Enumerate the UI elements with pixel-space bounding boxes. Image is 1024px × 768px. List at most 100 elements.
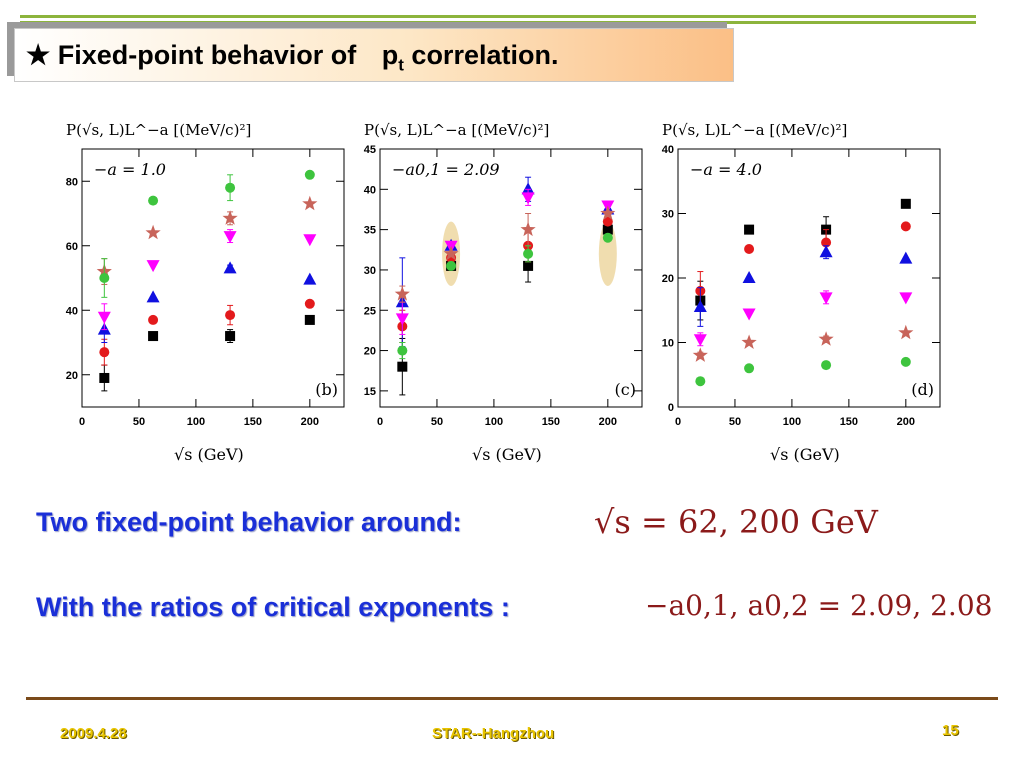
y-tick-label: 40	[662, 145, 674, 156]
data-point-tri-up	[146, 290, 160, 303]
data-point-tri-down	[693, 334, 707, 347]
data-point-star	[741, 334, 757, 349]
y-tick-label: 60	[66, 241, 78, 253]
data-point-tri-up	[521, 182, 535, 195]
chart-c-ylabel: P(√s, L)L^−a [(MeV/c)²]	[364, 121, 550, 139]
top-rule-1	[20, 15, 976, 18]
x-tick-label: 100	[485, 416, 503, 428]
chart-c-svg: 0 50 100 150 200 15 20 25 30 35 40 45 −a0,1 = 2.09 (c…	[364, 145, 643, 428]
y-tick-label: 10	[662, 338, 674, 350]
x-tick-label: 0	[675, 416, 681, 428]
title-var: p	[381, 40, 399, 70]
panel-label: (b)	[315, 380, 338, 399]
data-point-square	[225, 331, 236, 342]
data-point-circle-red	[900, 221, 911, 232]
y-tick-label: 30	[364, 265, 376, 277]
y-tick-label: 20	[662, 273, 674, 285]
data-point-circle-green	[523, 248, 534, 259]
chart-d-ylabel: P(√s, L)L^−a [(MeV/c)²]	[662, 121, 848, 139]
data-point-circle-green	[900, 356, 911, 367]
data-point-star	[145, 224, 161, 240]
data-point-circle-red	[99, 347, 110, 358]
text-line-1: Two fixed-point behavior around:	[36, 507, 462, 537]
data-point-circle-green	[225, 182, 236, 193]
slide-title: ★ Fixed-point behavior of pt correlation…	[26, 40, 558, 75]
data-point-circle-green	[744, 363, 755, 374]
formula-1: √s = 62, 200 GeV	[594, 503, 878, 541]
footer-date: 2009.4.28	[60, 725, 127, 742]
data-point-square	[744, 224, 755, 235]
y-tick-label: 20	[364, 346, 376, 358]
chart-panel-b: P(√s, L)L^−a [(MeV/c)²] 0 50 100 150 200 20 40…	[60, 115, 360, 475]
formula-2: −a0,1, a0,2 = 2.09, 2.08	[645, 589, 993, 622]
data-point-star	[443, 245, 459, 261]
plot-frame	[81, 148, 345, 408]
top-rule-2	[20, 21, 976, 24]
y-tick-label: 20	[66, 370, 78, 382]
data-point-circle-red	[744, 243, 755, 254]
data-point-circle-red	[602, 216, 613, 227]
data-point-star	[394, 286, 410, 301]
x-tick-label: 100	[187, 416, 205, 428]
chart-annotation: −a = 1.0	[94, 160, 166, 179]
y-tick-label: 35	[364, 225, 376, 237]
data-point-tri-up	[899, 251, 913, 264]
x-tick-label: 0	[79, 416, 85, 428]
chart-annotation: −a = 4.0	[690, 160, 762, 179]
x-tick-label: 150	[840, 416, 858, 428]
chart-annotation: −a0,1 = 2.09	[392, 160, 500, 179]
panel-label: (c)	[615, 380, 636, 399]
data-point-tri-down	[899, 292, 913, 305]
data-point-square	[304, 314, 315, 325]
data-point-tri-up	[742, 271, 756, 283]
data-point-circle-green	[304, 169, 315, 180]
footer-event: STAR--Hangzhou	[432, 725, 555, 742]
data-point-star	[520, 221, 536, 237]
x-tick-label: 50	[729, 416, 741, 428]
data-point-tri-up	[303, 272, 317, 285]
data-point-tri-down	[223, 231, 237, 244]
data-point-tri-down	[395, 313, 409, 326]
data-point-tri-down	[146, 260, 160, 273]
x-tick-label: 150	[542, 416, 560, 428]
chart-panel-d: P(√s, L)L^−a [(MeV/c)²] 0 50 100 150 200 0 10 2…	[656, 115, 956, 475]
x-tick-label: 50	[431, 416, 443, 428]
x-tick-label: 200	[301, 416, 319, 428]
footer-page-number: 15	[942, 722, 959, 739]
data-point-tri-down	[819, 292, 833, 305]
y-tick-label: 30	[662, 209, 674, 221]
title-box	[14, 28, 734, 82]
chart-b-svg: 0 50 100 150 200 20 40 60 80 −a = 1.0 (b)	[66, 148, 345, 428]
data-point-circle-red	[148, 314, 159, 325]
data-point-tri-down	[742, 308, 756, 321]
y-tick-label: 0	[668, 402, 674, 414]
bottom-rule	[26, 697, 998, 700]
data-point-circle-red	[225, 310, 236, 321]
data-point-square	[397, 361, 408, 372]
data-point-tri-down	[521, 192, 535, 205]
chart-panel-c: P(√s, L)L^−a [(MeV/c)²] 0 50 100 150 200 15 20…	[358, 115, 658, 475]
data-point-square	[523, 260, 534, 271]
data-point-star	[898, 324, 914, 340]
data-point-circle-green	[602, 232, 613, 243]
panel-label: (d)	[911, 380, 934, 399]
data-point-square	[148, 331, 159, 342]
chart-d-xlabel: √s (GeV)	[770, 445, 840, 464]
chart-b-xlabel: √s (GeV)	[174, 445, 244, 464]
data-point-tri-up	[223, 261, 237, 274]
data-point-star	[302, 195, 318, 211]
y-tick-label: 40	[66, 305, 78, 317]
text-line-2: With the ratios of critical exponents :	[36, 592, 510, 622]
data-point-square	[602, 224, 613, 235]
x-tick-label: 200	[897, 416, 915, 428]
y-tick-label: 80	[66, 176, 78, 188]
plot-frame	[677, 148, 941, 408]
data-point-circle-green	[695, 376, 706, 387]
y-tick-label: 15	[364, 386, 376, 398]
x-tick-label: 150	[244, 416, 262, 428]
plot-frame	[379, 148, 643, 408]
data-point-tri-down	[97, 311, 111, 324]
y-tick-label: 40	[364, 184, 376, 196]
data-point-square	[99, 372, 110, 383]
data-point-circle-green	[99, 273, 110, 283]
